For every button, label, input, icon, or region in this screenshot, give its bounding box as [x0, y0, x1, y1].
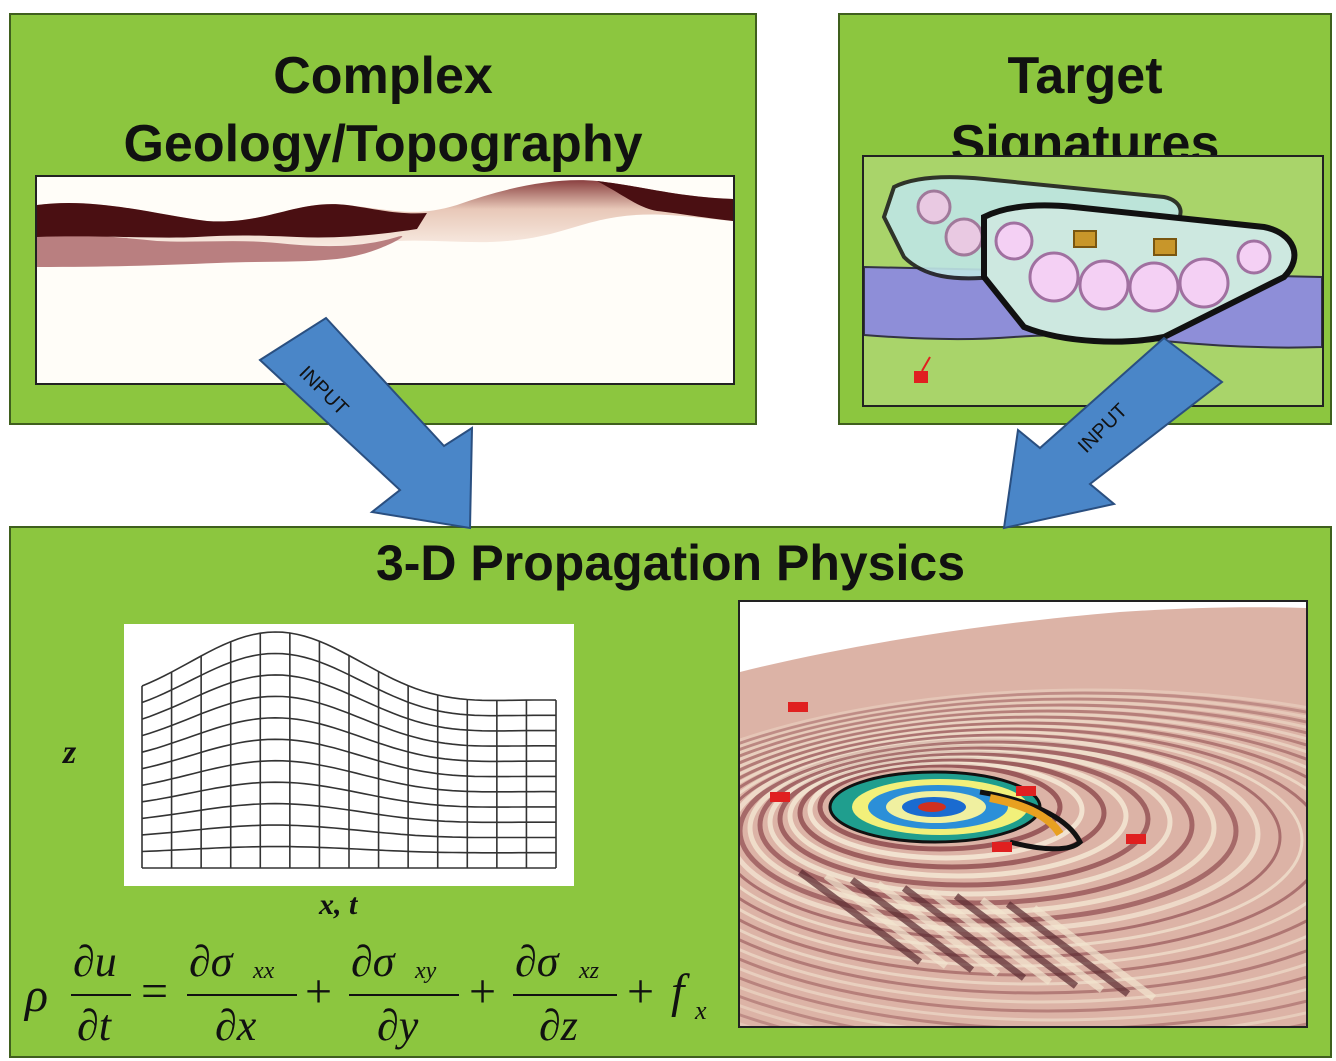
- geology-mid-layer: [37, 234, 403, 267]
- wave-streak: [875, 881, 1001, 977]
- tank-model-image: [862, 155, 1324, 407]
- eq-bar-2: [187, 994, 297, 996]
- eq-sub-xy: xy: [415, 958, 437, 984]
- wave-ripple: [740, 733, 1282, 941]
- wave-ripple: [740, 706, 1306, 1022]
- wave-streak: [979, 897, 1105, 993]
- wave-ripple: [740, 691, 1306, 1026]
- wave-ripple: [757, 744, 1195, 906]
- wave-ripple: [740, 709, 1306, 1013]
- wave-ripple: [740, 700, 1306, 1026]
- eq-equals: =: [141, 965, 169, 1018]
- eq-sub-xx: xx: [253, 958, 275, 984]
- eq-rho: ρ: [25, 969, 49, 1022]
- wave-ripple: [740, 688, 1306, 1026]
- wave-ripple: [740, 724, 1306, 968]
- wave-equation: ρ ∂u ∂t = ∂σ xx ∂x + ∂σ xy ∂y + ∂σ xz ∂z…: [17, 928, 737, 1058]
- wave-ripple: [740, 715, 1306, 995]
- wave-ripple: [740, 694, 1306, 1026]
- curvilinear-grid: [124, 624, 574, 886]
- wave-ripple: [807, 759, 1085, 861]
- eq-dsigma-xx: ∂σ: [189, 937, 233, 986]
- eq-dx: ∂x: [215, 1001, 257, 1050]
- eq-dsigma-xz: ∂σ: [515, 937, 559, 986]
- eq-f: f: [671, 965, 685, 1018]
- eq-sub-x: x: [695, 996, 707, 1025]
- eq-bar-3: [349, 994, 459, 996]
- geology-title-line2: Geology/Topography: [123, 115, 643, 173]
- target-title-line1: Target: [1007, 47, 1163, 105]
- wave-streak: [823, 873, 949, 969]
- eq-dsigma-xy: ∂σ: [351, 937, 395, 986]
- wave-ripple: [740, 718, 1306, 986]
- wave-streak: [901, 885, 1027, 981]
- sensor-marker: [1016, 786, 1036, 796]
- wave-ripple: [740, 703, 1306, 1026]
- physics-panel: 3-D Propagation Physics z x, t ρ ∂u ∂t =…: [9, 526, 1332, 1058]
- tank-front: [981, 202, 1298, 345]
- wave-streak: [797, 869, 923, 965]
- wave-streak: [849, 877, 975, 973]
- wave-ripple: [740, 697, 1306, 1026]
- geology-title-line1: Complex: [273, 47, 493, 105]
- wave-streak: [927, 889, 1053, 985]
- wavefield-simulation-image: [738, 600, 1308, 1028]
- source-marker: [914, 371, 928, 383]
- wave-ripple: [740, 712, 1306, 1004]
- sensor-marker: [992, 842, 1012, 852]
- wave-center: [828, 770, 1084, 852]
- target-panel: Target Signatures: [838, 13, 1332, 425]
- sensor-marker: [770, 792, 790, 802]
- eq-dt: ∂t: [77, 1001, 111, 1050]
- wave-ripple: [817, 762, 1063, 852]
- wave-ripple: [777, 750, 1151, 888]
- wave-streak: [1031, 905, 1157, 1001]
- eq-plus-3: +: [627, 965, 655, 1018]
- physics-title: 3-D Propagation Physics: [375, 535, 966, 591]
- eq-dz: ∂z: [539, 1001, 578, 1050]
- geology-cross-section: [35, 175, 735, 385]
- grid-xt-label: x, t: [319, 888, 358, 921]
- geology-panel: Complex Geology/Topography: [9, 13, 757, 425]
- sensor-marker: [1126, 834, 1146, 844]
- wave-ripple: [740, 735, 1261, 933]
- wave-ripple: [787, 753, 1129, 879]
- eq-dy: ∂y: [377, 1001, 419, 1050]
- wave-ripple: [797, 756, 1107, 870]
- wave-ripple: [767, 747, 1173, 897]
- grid-z-label: z: [63, 734, 77, 771]
- wave-streak: [953, 893, 1079, 989]
- eq-plus-1: +: [305, 965, 333, 1018]
- eq-sub-xz: xz: [579, 958, 599, 984]
- eq-bar-1: [71, 994, 131, 996]
- wave-streak: [1005, 901, 1131, 997]
- eq-bar-4: [513, 994, 617, 996]
- geology-dark-layer: [37, 202, 427, 238]
- sensor-marker: [788, 702, 808, 712]
- eq-du: ∂u: [73, 937, 117, 986]
- eq-plus-2: +: [469, 965, 497, 1018]
